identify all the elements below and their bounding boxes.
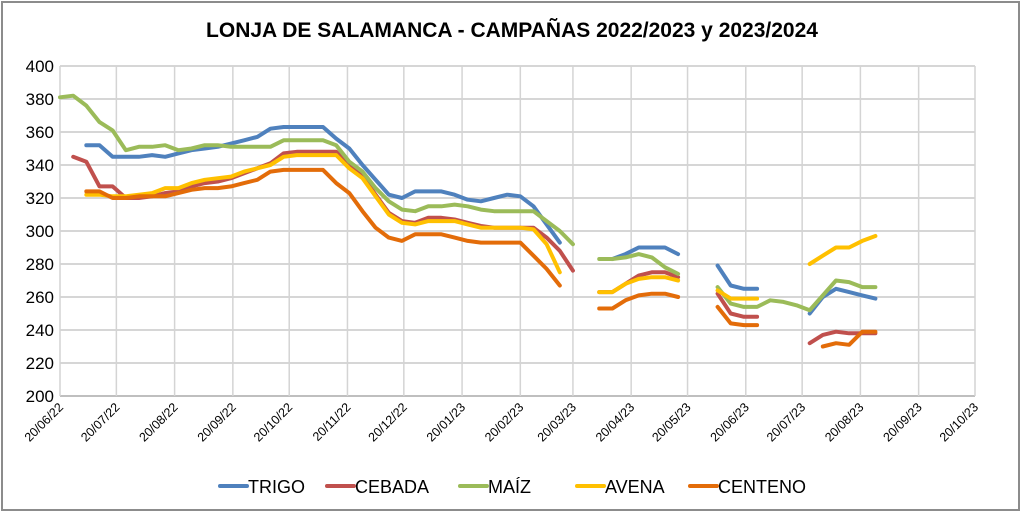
series-line-segment xyxy=(715,291,760,319)
x-tick-label: 20/10/22 xyxy=(251,400,295,444)
series-cebada xyxy=(71,149,878,346)
series-line-segment xyxy=(715,288,760,301)
x-tick-label: 20/05/23 xyxy=(649,400,693,444)
series-lines xyxy=(58,93,878,349)
series-line-segment xyxy=(807,234,878,266)
x-tick-label: 20/08/22 xyxy=(136,400,180,444)
y-tick-label: 400 xyxy=(26,57,54,76)
legend-label: AVENA xyxy=(605,477,665,497)
y-tick-label: 300 xyxy=(26,222,54,241)
series-trigo xyxy=(84,125,878,316)
x-tick-label: 20/02/23 xyxy=(482,400,526,444)
series-line-segment xyxy=(84,125,562,245)
y-tick-label: 320 xyxy=(26,189,54,208)
y-tick-label: 280 xyxy=(26,255,54,274)
x-tick-label: 20/01/23 xyxy=(424,400,468,444)
x-tick-label: 20/06/22 xyxy=(22,400,66,444)
legend-label: MAÍZ xyxy=(488,477,531,497)
x-tick-label: 20/04/23 xyxy=(593,400,637,444)
legend-item: AVENA xyxy=(575,477,665,497)
x-tick-label: 20/12/22 xyxy=(366,400,410,444)
series-line-segment xyxy=(84,167,562,288)
series-line-segment xyxy=(597,275,681,295)
legend-item: CENTENO xyxy=(688,477,806,497)
legend-label: CEBADA xyxy=(355,477,429,497)
x-tick-label: 20/08/23 xyxy=(822,400,866,444)
legend-label: CENTENO xyxy=(718,477,806,497)
series-line-segment xyxy=(715,263,760,291)
series-line-segment xyxy=(597,252,681,276)
y-tick-label: 260 xyxy=(26,288,54,307)
legend: TRIGO CEBADA MAÍZ AVENA CENTENO xyxy=(218,477,806,497)
legend-item: TRIGO xyxy=(218,477,305,497)
y-tick-label: 240 xyxy=(26,321,54,340)
legend-label: TRIGO xyxy=(248,477,305,497)
x-tick-label: 20/07/23 xyxy=(764,400,808,444)
x-tick-label: 20/06/23 xyxy=(708,400,752,444)
x-tick-label: 20/09/22 xyxy=(195,400,239,444)
series-line-segment xyxy=(597,291,681,311)
series-line-segment xyxy=(820,329,878,349)
x-tick-label: 20/11/22 xyxy=(310,400,354,444)
x-axis-ticks: 20/06/22 20/07/22 20/08/22 20/09/22 20/10/22… xyxy=(22,400,981,444)
y-tick-label: 380 xyxy=(26,90,54,109)
chart-title: LONJA DE SALAMANCA - CAMPAÑAS 2022/2023 … xyxy=(206,19,818,42)
series-line-segment xyxy=(58,93,575,247)
x-tick-label: 20/03/23 xyxy=(535,400,579,444)
x-tick-label: 20/07/22 xyxy=(78,400,122,444)
legend-item: MAÍZ xyxy=(458,477,531,497)
series-line-segment xyxy=(84,153,562,275)
x-tick-label: 20/10/23 xyxy=(937,400,981,444)
series-line-segment xyxy=(715,278,878,313)
series-centeno xyxy=(84,167,878,349)
y-tick-label: 200 xyxy=(26,387,54,406)
series-avena xyxy=(84,153,878,301)
legend-item: CEBADA xyxy=(325,477,429,497)
series-line-segment xyxy=(610,245,681,261)
y-axis-ticks: 400 380 360 340 320 300 280 260 240 220 200 xyxy=(26,57,54,406)
y-tick-label: 220 xyxy=(26,354,54,373)
series-line-segment xyxy=(715,304,760,328)
x-tick-label: 20/09/23 xyxy=(880,400,924,444)
gridlines xyxy=(59,65,976,397)
y-tick-label: 360 xyxy=(26,123,54,142)
y-tick-label: 340 xyxy=(26,156,54,175)
series-line-segment xyxy=(597,270,681,295)
series-maíz xyxy=(58,93,878,313)
